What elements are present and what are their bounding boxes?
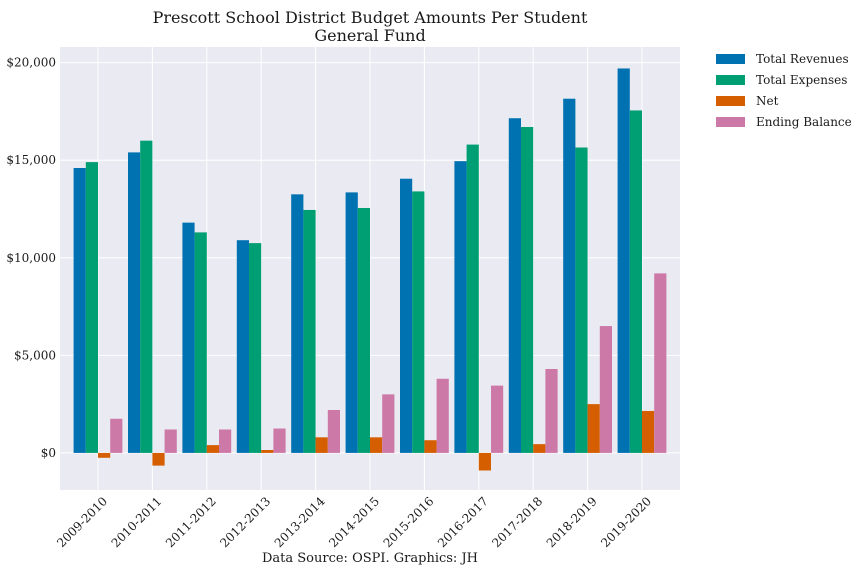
bar-net [478, 452, 491, 471]
y-axis-ticks: $0 $5,000 $10,000 $15,000 $20,000 [6, 56, 56, 460]
legend-swatch [716, 54, 745, 64]
x-tick-label: 2009-2010 [54, 494, 110, 550]
bar-ending-balance [491, 385, 504, 453]
bars-layer [73, 68, 667, 471]
legend-label: Total Revenues [756, 52, 849, 66]
bar-total-expenses [357, 208, 370, 453]
bar-total-expenses [466, 144, 479, 453]
legend-label: Total Expenses [756, 73, 847, 87]
x-tick-label: 2017-2018 [489, 494, 545, 550]
bar-net [98, 452, 111, 458]
bar-total-revenues [508, 118, 521, 453]
x-tick-label: 2016-2017 [435, 494, 491, 550]
bar-total-revenues [182, 222, 195, 453]
bar-ending-balance [545, 369, 558, 453]
bar-total-revenues [128, 152, 141, 453]
x-tick-label: 2012-2013 [217, 494, 273, 550]
x-tick-label: 2015-2016 [381, 494, 437, 550]
x-tick-label: 2019-2020 [598, 494, 654, 550]
bar-ending-balance [110, 418, 123, 453]
bar-total-expenses [194, 232, 207, 453]
bar-total-expenses [249, 243, 262, 453]
bar-net [261, 449, 274, 453]
x-tick-label: 2018-2019 [544, 494, 600, 550]
bar-ending-balance [436, 378, 449, 453]
x-axis-ticks: 2009-20102010-20112011-20122012-20132013… [54, 494, 654, 550]
x-tick-label: 2013-2014 [272, 494, 328, 550]
bar-ending-balance [273, 428, 286, 453]
x-tick-label: 2010-2011 [109, 494, 165, 550]
legend-label: Net [756, 94, 779, 108]
legend-label: Ending Balance [756, 115, 852, 129]
chart-caption: Data Source: OSPI. Graphics: JH [262, 551, 478, 566]
bar-total-expenses [575, 147, 588, 453]
y-tick-label: $15,000 [6, 153, 56, 167]
bar-total-revenues [345, 192, 358, 453]
x-tick-label: 2011-2012 [163, 494, 219, 550]
bar-total-expenses [412, 191, 425, 453]
bar-total-revenues [73, 167, 86, 453]
bar-total-expenses [303, 209, 316, 453]
y-tick-label: $0 [41, 446, 56, 460]
bar-total-revenues [454, 161, 467, 453]
bar-net [642, 410, 655, 453]
legend: Total Revenues Total Expenses Net Ending Ba… [716, 52, 852, 129]
y-tick-label: $20,000 [6, 56, 56, 70]
bar-total-revenues [236, 240, 249, 453]
bar-total-expenses [521, 127, 534, 453]
bar-total-revenues [563, 98, 576, 453]
bar-net [533, 444, 546, 453]
bar-ending-balance [599, 326, 612, 453]
bar-total-revenues [291, 194, 304, 453]
bar-ending-balance [654, 273, 667, 453]
bar-total-revenues [617, 68, 630, 453]
y-tick-label: $10,000 [6, 251, 56, 265]
bar-net [206, 445, 219, 453]
bar-total-revenues [400, 178, 413, 453]
bar-total-expenses [85, 162, 98, 453]
bar-net [315, 437, 328, 453]
bar-net [370, 437, 383, 453]
legend-swatch [716, 75, 745, 85]
bar-ending-balance [327, 409, 340, 453]
x-tick-label: 2014-2015 [326, 494, 382, 550]
bar-net [152, 452, 165, 466]
bar-ending-balance [164, 429, 177, 453]
bar-total-expenses [629, 110, 642, 453]
chart-title-line-2: General Fund [314, 26, 425, 45]
bar-net [424, 440, 437, 453]
legend-swatch [716, 117, 745, 127]
bar-ending-balance [382, 394, 395, 453]
legend-swatch [716, 96, 745, 106]
bar-total-expenses [140, 140, 153, 453]
y-tick-label: $5,000 [14, 348, 56, 362]
bar-net [587, 404, 600, 453]
bar-ending-balance [219, 429, 232, 453]
chart-title-line-1: Prescott School District Budget Amounts … [153, 8, 588, 27]
